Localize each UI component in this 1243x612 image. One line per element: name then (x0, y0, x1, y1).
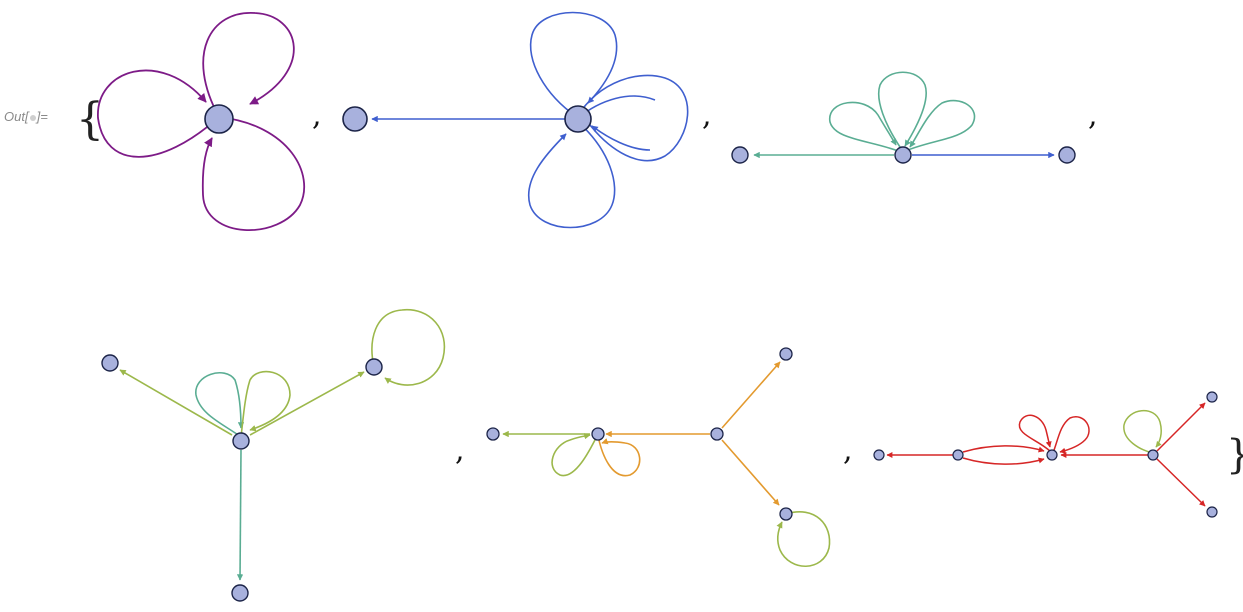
graph-1-loop-bottom (201, 116, 305, 232)
separator-2: , (702, 98, 712, 133)
graph-5-loop-lime (551, 432, 598, 477)
graph-2-vertex-1 (342, 106, 368, 132)
graph-6-vertex-far-left (873, 449, 885, 461)
graph-6-vertex-center (1046, 449, 1058, 461)
graph-4-vertex-bottom (231, 584, 249, 602)
graph-5-vertex-left (486, 427, 500, 441)
graph-2-loop-top (529, 11, 618, 118)
graph-4-vertex-upper-right (365, 358, 383, 376)
graph-6 (873, 391, 1218, 518)
graph-5-edge-hub-to-bottom (721, 439, 780, 506)
graph-4-loop-lime (240, 370, 291, 438)
graph-2-loop-bottom (527, 120, 616, 229)
graph-6-vertex-top (1206, 391, 1218, 403)
close-brace: } (1226, 432, 1243, 478)
graph-2-loop-right-upper (576, 74, 689, 162)
separator-5: , (843, 433, 853, 468)
graph-2-vertex-2 (564, 105, 592, 133)
graph-3-loop-middle (878, 71, 927, 151)
graph-3-loop-right (902, 99, 976, 153)
graph-2-loop-right-arrow (591, 125, 651, 151)
separator-4: , (455, 433, 465, 468)
graph-4-vertex-upper-left (101, 354, 119, 372)
graph-5-edge-hub-to-top (721, 361, 781, 429)
graph-1 (97, 12, 305, 232)
graph-6-vertex-hub (1147, 449, 1159, 461)
graph-2 (342, 11, 689, 229)
separator-1: , (312, 98, 322, 133)
graph-4 (101, 309, 446, 602)
graph-5-vertex-top (779, 347, 793, 361)
graph-5-vertex-bottom (779, 507, 793, 521)
graph-6-loop-lime (1123, 410, 1162, 454)
output-label: Out[]= (4, 109, 48, 124)
graph-5-loop-orange (597, 435, 641, 477)
graph-1-loop-left (97, 69, 220, 158)
separator-3: , (1088, 98, 1098, 133)
graph-6-vertex-left (952, 449, 964, 461)
graph-3-vertex-center (894, 146, 912, 164)
graph-4-edge-to-bottom (236, 449, 244, 581)
graph-3-vertex-right (1058, 146, 1076, 164)
graph-4-loop-top-right (371, 309, 446, 386)
evaluation-dot-icon (29, 114, 36, 121)
graph-3-vertex-left (731, 146, 749, 164)
graph-4-edge-to-upper-right (249, 371, 365, 436)
graph-3-loop-left (829, 101, 902, 153)
graph-1-loop-top (202, 12, 295, 118)
graph-5-vertex-hub (710, 427, 724, 441)
graph-5-vertex-center (591, 427, 605, 441)
graph-5 (486, 347, 831, 568)
graph-6-edge-left-to-center-upper (962, 445, 1045, 453)
graph-4-loop-teal (195, 371, 245, 438)
graph-6-edge-hub-to-top (1156, 402, 1206, 452)
graph-5-loop-bottom-right (776, 511, 831, 568)
graph-6-loop-left (1018, 414, 1053, 454)
graph-6-loop-right (1052, 416, 1090, 454)
graph-1-vertex-1 (204, 104, 234, 134)
graph-6-edge-hub-to-bottom (1156, 458, 1206, 507)
graph-6-vertex-bottom (1206, 506, 1218, 518)
graph-4-edge-to-upper-left (119, 369, 233, 436)
graph-6-edge-left-to-center-lower (962, 457, 1045, 465)
graph-3 (731, 71, 1076, 164)
graph-4-vertex-center (232, 432, 250, 450)
